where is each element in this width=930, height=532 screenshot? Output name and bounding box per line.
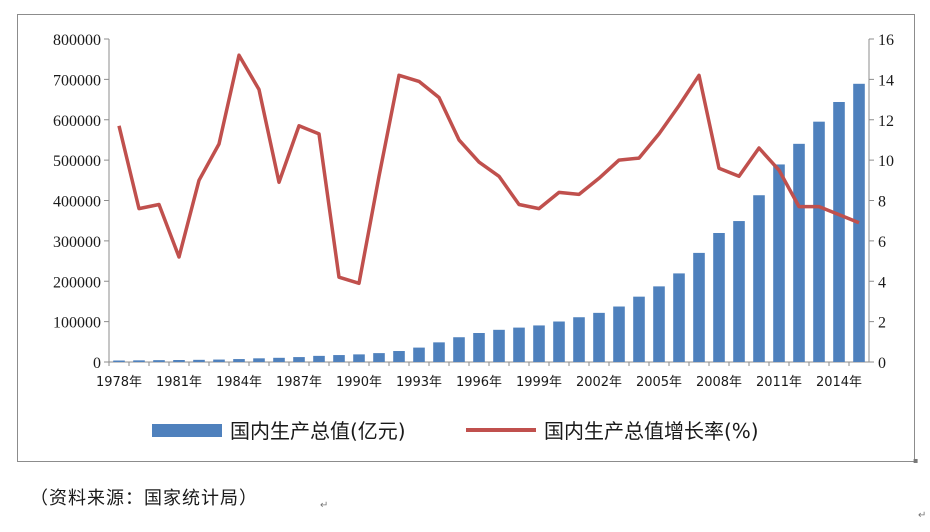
gdp-bar xyxy=(213,359,225,362)
paragraph-mark: ↵ xyxy=(320,500,329,511)
bars-layer xyxy=(113,83,865,363)
y-left-tick-label: 400000 xyxy=(53,194,101,211)
y-right-tick-label: 0 xyxy=(878,355,886,372)
gdp-bar xyxy=(633,296,645,362)
growth-rate-line xyxy=(117,53,860,286)
gdp-bar xyxy=(793,143,805,362)
legend-bar-label: 国内生产总值(亿元) xyxy=(230,419,406,443)
gdp-bar xyxy=(553,321,565,362)
x-tick-label: 1987年 xyxy=(276,375,322,390)
gdp-bar xyxy=(413,347,425,362)
chart-frame: 0 100000 200000 300000 400000 500000 600000 700… xyxy=(17,14,915,462)
x-tick-label: 2011年 xyxy=(756,375,802,390)
gdp-bar xyxy=(193,359,205,362)
chart-svg: 0 100000 200000 300000 400000 500000 600000 700… xyxy=(53,32,894,443)
gdp-bar xyxy=(713,232,725,362)
paragraph-mark-end: ↵ xyxy=(918,510,927,521)
labels-layer: 0 100000 200000 300000 400000 500000 600000 700… xyxy=(53,32,894,390)
gdp-bar xyxy=(653,286,665,362)
y-left-tick-label: 200000 xyxy=(53,274,101,291)
gdp-bar xyxy=(693,252,705,362)
y-right-tick-label: 12 xyxy=(878,113,894,130)
x-tick-label: 2014年 xyxy=(816,375,862,390)
x-tick-label: 1990年 xyxy=(336,375,382,390)
gdp-bar xyxy=(573,317,585,362)
y-right-tick-label: 4 xyxy=(878,274,886,291)
x-tick-label: 2005年 xyxy=(636,375,682,390)
gdp-bar xyxy=(273,357,285,362)
x-tick-label: 1984年 xyxy=(216,375,262,390)
gdp-bar xyxy=(773,164,785,362)
gdp-bar xyxy=(353,354,365,362)
y-left-tick-label: 500000 xyxy=(53,153,101,170)
legend: 国内生产总值(亿元) 国内生产总值增长率(%) xyxy=(152,419,759,443)
y-right-tick-label: 8 xyxy=(878,194,886,211)
gdp-bar xyxy=(113,360,125,362)
gdp-bar xyxy=(153,360,165,362)
gdp-bar xyxy=(533,325,545,362)
gdp-bar xyxy=(833,101,845,363)
gdp-bar xyxy=(613,306,625,362)
gdp-bar xyxy=(373,353,385,362)
y-right-tick-label: 16 xyxy=(878,32,894,49)
gdp-bar xyxy=(233,359,245,362)
y-right-tick-label: 10 xyxy=(878,153,894,170)
gdp-bar xyxy=(433,342,445,362)
line-layer xyxy=(117,53,860,286)
gdp-bar xyxy=(473,333,485,362)
gdp-bar xyxy=(753,195,765,362)
legend-line-label: 国内生产总值增长率(%) xyxy=(544,419,759,443)
source-note: （资料来源：国家统计局） xyxy=(30,488,258,509)
gdp-bar xyxy=(133,360,145,362)
legend-bar-swatch xyxy=(152,424,222,437)
gdp-bar xyxy=(253,358,265,362)
y-right-tick-label: 6 xyxy=(878,234,886,251)
gdp-bar xyxy=(333,355,345,362)
y-right-tick-label: 14 xyxy=(878,72,894,89)
y-left-tick-label: 100000 xyxy=(53,315,101,332)
gdp-bar xyxy=(393,351,405,362)
y-right-tick-label: 2 xyxy=(878,315,886,332)
gdp-bar xyxy=(493,329,505,362)
y-left-tick-label: 700000 xyxy=(53,72,101,89)
x-tick-label: 1981年 xyxy=(156,375,202,390)
gdp-bar xyxy=(513,327,525,362)
gdp-bar xyxy=(293,357,305,362)
gdp-bar xyxy=(853,83,865,362)
y-left-tick-label: 0 xyxy=(93,355,101,372)
gdp-bar xyxy=(313,355,325,362)
y-left-tick-label: 800000 xyxy=(53,32,101,49)
gdp-bar xyxy=(173,360,185,362)
x-tick-label: 1996年 xyxy=(456,375,502,390)
x-tick-label: 1978年 xyxy=(96,375,142,390)
x-tick-label: 2008年 xyxy=(696,375,742,390)
gdp-bar xyxy=(593,312,605,362)
y-left-tick-label: 600000 xyxy=(53,113,101,130)
gdp-bar xyxy=(673,273,685,362)
x-tick-label: 2002年 xyxy=(576,375,622,390)
gdp-bar xyxy=(813,121,825,363)
gdp-bar xyxy=(733,221,745,362)
gdp-bar xyxy=(453,337,465,362)
y-left-tick-label: 300000 xyxy=(53,234,101,251)
x-tick-label: 1993年 xyxy=(396,375,442,390)
corner-dot: ▪ xyxy=(913,456,919,465)
x-tick-label: 1999年 xyxy=(516,375,562,390)
